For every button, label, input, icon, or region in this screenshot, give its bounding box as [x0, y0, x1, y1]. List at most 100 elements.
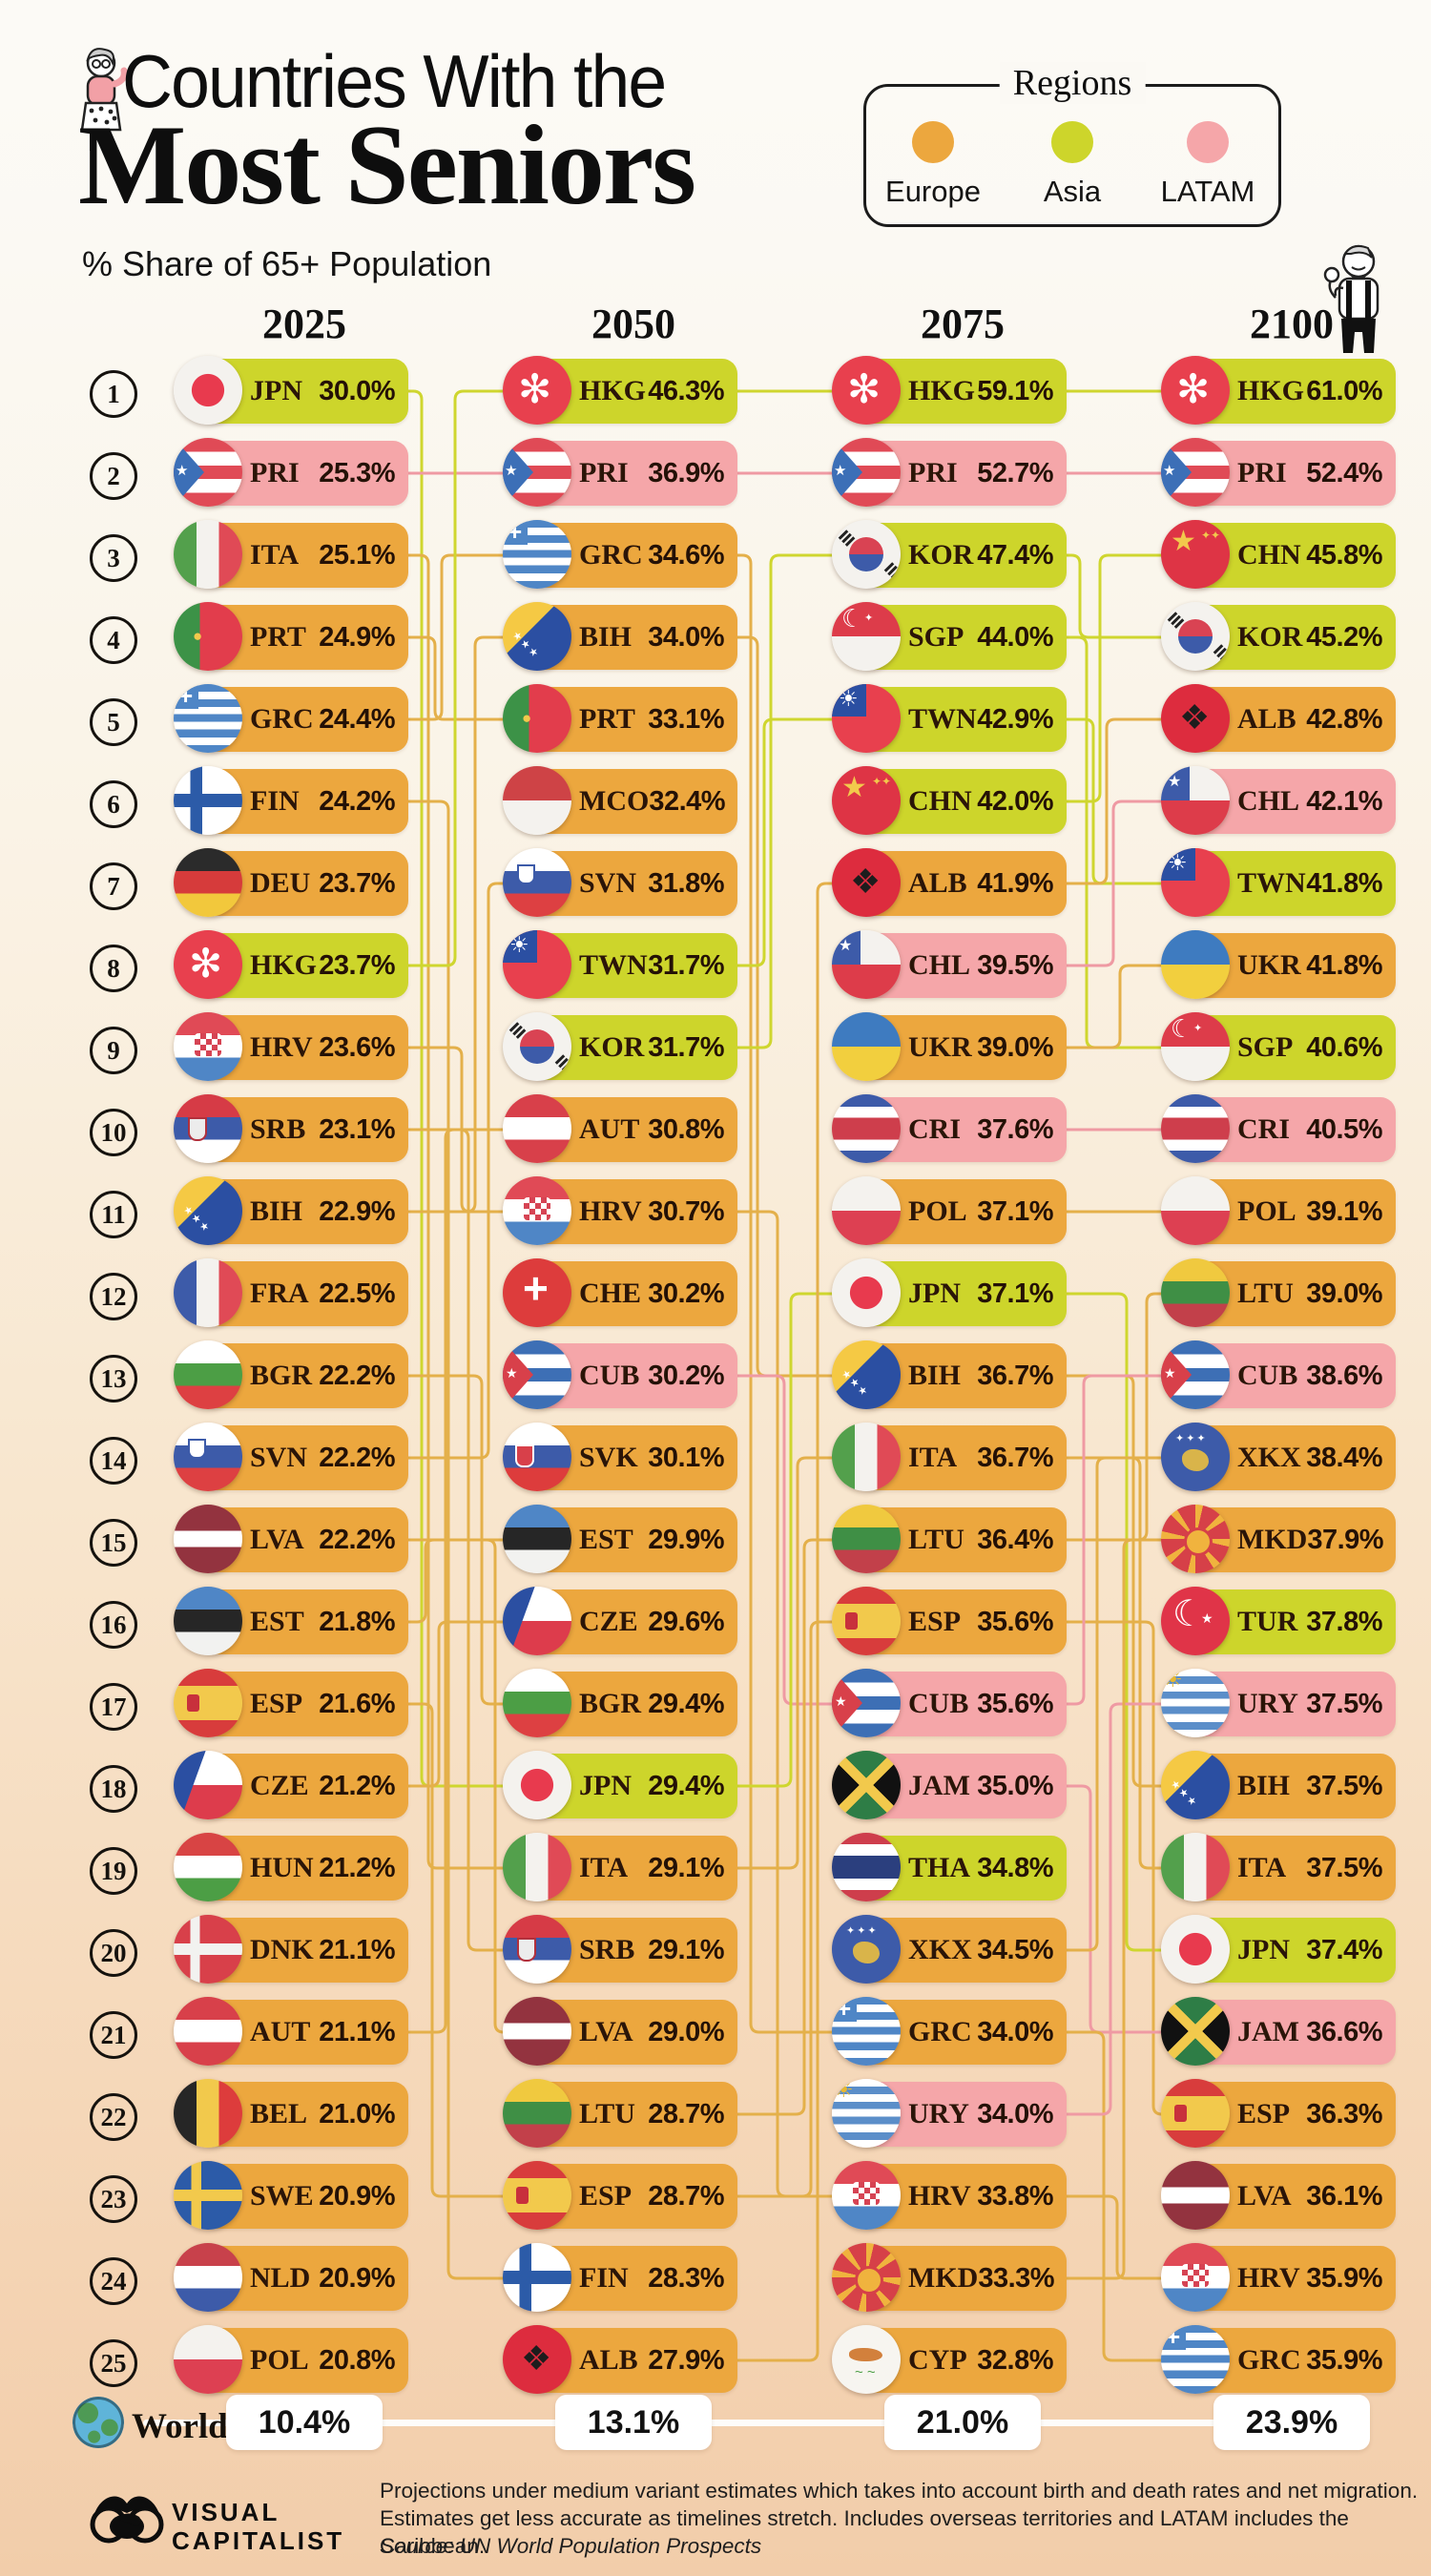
- country-code: CZE: [250, 1770, 309, 1801]
- country-value: 37.6%: [977, 1113, 1053, 1145]
- country-value: 30.0%: [319, 375, 395, 406]
- flag-ury-icon: ☀: [832, 2079, 901, 2148]
- country-value: 41.9%: [977, 867, 1053, 899]
- country-code: SVN: [579, 867, 637, 899]
- country-value: 35.0%: [977, 1770, 1053, 1801]
- rank-badge-5: 5: [90, 698, 137, 746]
- country-code: LTU: [1237, 1278, 1294, 1309]
- page-title-line1: Countries With the: [122, 39, 667, 123]
- country-code: FRA: [250, 1278, 309, 1309]
- country-code: MKD: [908, 2262, 979, 2294]
- country-code: FIN: [579, 2262, 629, 2294]
- flag-twn-icon: ☀: [1161, 848, 1230, 917]
- country-code: SRB: [579, 1934, 635, 1965]
- country-code: POL: [1237, 1195, 1296, 1227]
- pill-2100-BIH: ★★★ BIH 37.5%: [1161, 1751, 1396, 1819]
- flag-kor-icon: [832, 520, 901, 589]
- rank-badge-6: 6: [90, 780, 137, 828]
- pill-2100-HKG: ✻ HKG 61.0%: [1161, 356, 1396, 425]
- flag-esp-icon: [503, 2161, 571, 2230]
- country-code: BIH: [908, 1360, 962, 1391]
- pill-2075-JPN: JPN 37.1%: [832, 1258, 1067, 1327]
- country-code: ALB: [579, 2344, 638, 2376]
- regions-legend: Regions Europe Asia LATAM: [863, 62, 1281, 227]
- connector-line: [736, 717, 868, 967]
- country-code: BEL: [250, 2098, 308, 2129]
- connector-line: [406, 635, 539, 721]
- visual-capitalist-logo: [90, 2496, 164, 2544]
- flag-cri-icon: [832, 1094, 901, 1163]
- country-code: KOR: [908, 539, 974, 571]
- country-code: BIH: [579, 621, 633, 653]
- rank-badge-19: 19: [90, 1847, 137, 1895]
- flag-est-icon: [174, 1587, 242, 1655]
- pill-2075-URY: ☀ URY 34.0%: [832, 2079, 1067, 2148]
- pill-2050-EST: EST 29.9%: [503, 1505, 737, 1573]
- connector-line: [1065, 1374, 1197, 1706]
- country-code: NLD: [250, 2262, 311, 2294]
- pill-2025-EST: EST 21.8%: [174, 1587, 408, 1655]
- flag-xkx-icon: ✦✦✦: [832, 1915, 901, 1984]
- flag-lva-icon: [174, 1505, 242, 1573]
- country-code: JPN: [250, 375, 302, 406]
- country-value: 31.7%: [648, 1031, 724, 1063]
- country-value: 29.6%: [648, 1606, 724, 1637]
- pill-2075-CRI: CRI 37.6%: [832, 1094, 1067, 1163]
- legend-dot-asia-icon: [1051, 121, 1093, 163]
- pill-2025-HUN: HUN 21.2%: [174, 1833, 408, 1901]
- connector-line: [736, 1620, 868, 2198]
- flag-alb-icon: ❖: [832, 848, 901, 917]
- country-code: DEU: [250, 867, 311, 899]
- rank-badge-3: 3: [90, 534, 137, 582]
- flag-ltu-icon: [832, 1505, 901, 1573]
- flag-lva-icon: [503, 1997, 571, 2066]
- pill-2050-KOR: KOR 31.7%: [503, 1012, 737, 1081]
- flag-ita-icon: [174, 520, 242, 589]
- pill-2075-ESP: ESP 35.6%: [832, 1587, 1067, 1655]
- country-value: 32.4%: [649, 785, 726, 817]
- pill-2050-JPN: JPN 29.4%: [503, 1751, 737, 1819]
- country-code: ESP: [579, 2180, 633, 2212]
- flag-bih-icon: ★★★: [174, 1176, 242, 1245]
- country-value: 47.4%: [977, 539, 1053, 571]
- country-value: 36.1%: [1306, 2180, 1382, 2212]
- connector-line: [406, 882, 539, 1460]
- country-value: 30.2%: [648, 1360, 724, 1391]
- country-code: HKG: [908, 375, 976, 406]
- flag-twn-icon: ☀: [832, 684, 901, 753]
- pill-2075-XKX: ✦✦✦ XKX 34.5%: [832, 1915, 1067, 1984]
- country-value: 30.8%: [648, 1113, 724, 1145]
- connector-line: [1065, 2194, 1197, 2280]
- country-value: 22.5%: [319, 1278, 395, 1309]
- country-code: THA: [908, 1852, 971, 1883]
- country-code: HRV: [908, 2180, 971, 2212]
- country-value: 37.5%: [1306, 1852, 1382, 1883]
- flag-esp-icon: [1161, 2079, 1230, 2148]
- flag-nld-icon: [174, 2243, 242, 2312]
- connector-line: [1065, 553, 1197, 639]
- country-value: 37.9%: [1307, 1524, 1384, 1555]
- flag-prt-icon: ●: [503, 684, 571, 753]
- flag-sgp-icon: ☾ ✦: [832, 602, 901, 671]
- country-value: 33.3%: [978, 2262, 1055, 2294]
- country-code: CRI: [1237, 1113, 1291, 1145]
- flag-svk-icon: [503, 1423, 571, 1491]
- flag-fin-icon: [174, 766, 242, 835]
- pill-2100-JPN: JPN 37.4%: [1161, 1915, 1396, 1984]
- connector-line: [1065, 717, 1197, 885]
- country-value: 22.9%: [319, 1195, 395, 1227]
- pill-2050-HRV: HRV 30.7%: [503, 1176, 737, 1245]
- pill-2050-SVK: SVK 30.1%: [503, 1423, 737, 1491]
- year-header-2050: 2050: [591, 301, 675, 347]
- pill-2050-CHE: + CHE 30.2%: [503, 1258, 737, 1327]
- flag-jam-icon: [1161, 1997, 1230, 2066]
- pill-2100-ALB: ❖ ALB 42.8%: [1161, 684, 1396, 753]
- country-value: 31.7%: [648, 949, 724, 981]
- connector-line: [406, 1128, 539, 2034]
- country-value: 37.5%: [1306, 1688, 1382, 1719]
- flag-cri-icon: [1161, 1094, 1230, 1163]
- country-code: LTU: [908, 1524, 964, 1555]
- world-label: World: [132, 2407, 228, 2446]
- pill-2050-BIH: ★★★ BIH 34.0%: [503, 602, 737, 671]
